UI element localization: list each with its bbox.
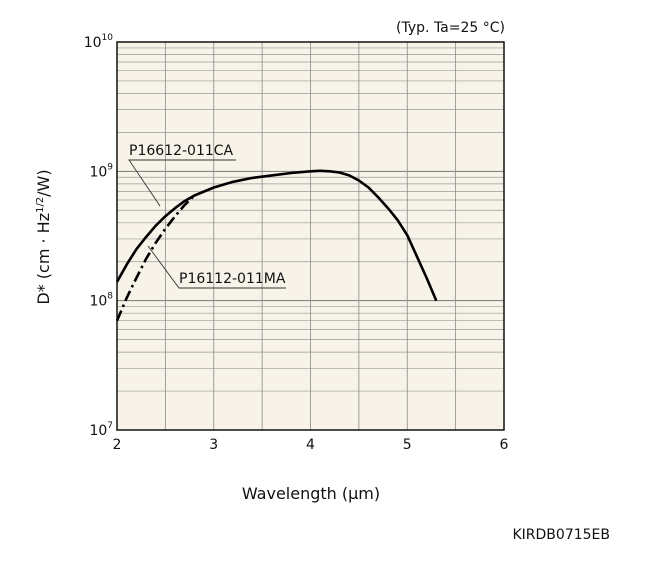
y-tick-label: 109	[89, 162, 113, 180]
x-tick-label: 2	[113, 437, 122, 453]
x-tick-label: 6	[500, 437, 509, 453]
annotation-label-1: P16612-011CA	[129, 143, 234, 159]
x-axis-label: Wavelength (µm)	[242, 484, 380, 503]
annotations: P16612-011CA P16112-011MA	[128, 143, 286, 289]
condition-note: (Typ. Ta=25 °C)	[396, 20, 505, 36]
plot-frame	[116, 41, 505, 431]
series-line-1	[115, 169, 438, 302]
y-tick-label: 1010	[84, 33, 114, 51]
y-tick-label: 108	[89, 292, 113, 310]
series-line-2	[115, 194, 196, 322]
y-axis-label: D* (cm · Hz1/2/W)	[34, 169, 53, 304]
x-tick-label: 3	[209, 437, 218, 453]
leader-line-2	[147, 245, 286, 289]
figure-code: KIRDB0715EB	[512, 527, 610, 543]
y-tick-label: 107	[89, 421, 113, 439]
x-tick-label: 5	[403, 437, 412, 453]
series-layer	[115, 169, 438, 322]
x-tick-label: 4	[306, 437, 315, 453]
annotation-label-2: P16112-011MA	[179, 271, 286, 287]
leader-line-1	[128, 159, 236, 207]
